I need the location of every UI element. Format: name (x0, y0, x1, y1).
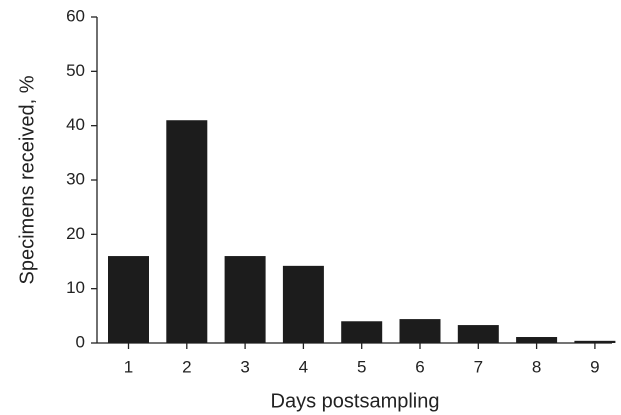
x-tick-label: 1 (124, 357, 133, 376)
y-tick-label: 60 (66, 6, 85, 25)
bar (108, 256, 149, 343)
x-tick-label: 9 (590, 357, 599, 376)
x-tick-label: 6 (415, 357, 424, 376)
x-axis-label: Days postsampling (271, 390, 440, 412)
y-tick-label: 0 (76, 332, 85, 351)
x-tick-label: 7 (474, 357, 483, 376)
x-tick-label: 4 (299, 357, 308, 376)
y-tick-label: 50 (66, 61, 85, 80)
x-tick-label: 3 (240, 357, 249, 376)
bar (457, 325, 499, 343)
bar (399, 319, 441, 343)
bar (516, 337, 558, 343)
bar (282, 265, 324, 343)
x-tick-label: 5 (357, 357, 366, 376)
x-tick-label: 2 (182, 357, 191, 376)
bar (574, 340, 616, 343)
bar (224, 256, 266, 343)
y-axis-label: Specimens received, % (16, 75, 38, 284)
y-tick-label: 20 (66, 224, 85, 243)
y-tick-label: 40 (66, 115, 85, 134)
y-tick-label: 30 (66, 169, 85, 188)
bar (166, 120, 208, 343)
y-tick-label: 10 (66, 278, 85, 297)
bar (341, 321, 383, 343)
x-tick-label: 8 (532, 357, 541, 376)
